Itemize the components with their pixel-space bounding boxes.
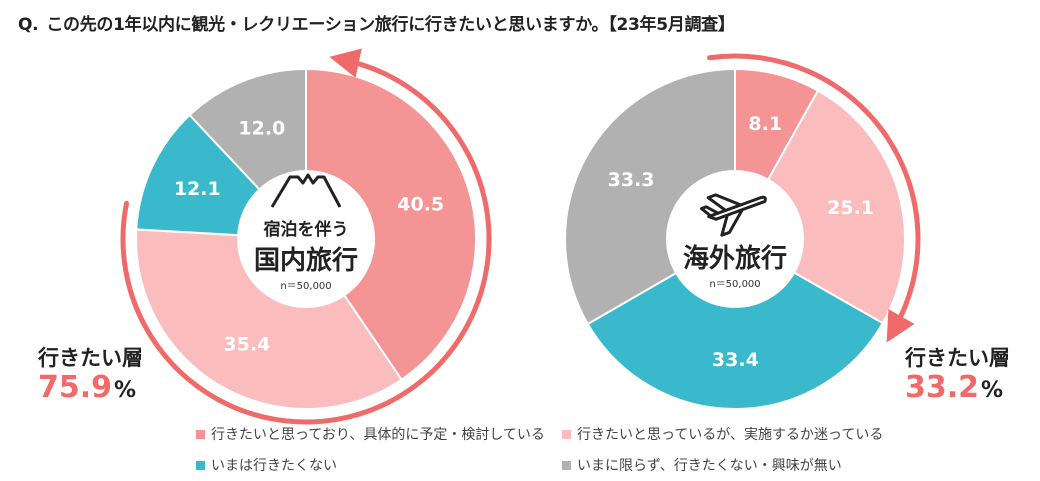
domestic-rate-unit: % <box>114 378 136 403</box>
legend-item-concrete: 行きたいと思っており、具体的に予定・検討している <box>196 424 545 444</box>
legend-item-never: いまに限らず、行きたくない・興味が無い <box>562 455 842 475</box>
legend-swatch-want-undecided <box>562 430 571 439</box>
overseas-travel-donut: 8.1 25.1 33.4 33.3 海外旅行 n＝50,000 <box>565 56 918 409</box>
sample-size: n＝50,000 <box>280 281 331 292</box>
sample-size: n＝50,000 <box>709 279 760 290</box>
domestic-rate-label: 行きたい層 <box>38 342 143 372</box>
slice-label-never: 33.3 <box>608 169 655 191</box>
legend-item-want-undecided: 行きたいと思っているが、実施するか迷っている <box>562 424 883 444</box>
legend-label-want-undecided: 行きたいと思っているが、実施するか迷っている <box>577 424 883 444</box>
overseas-rate-label: 行きたい層 <box>905 342 1010 372</box>
legend-swatch-never <box>562 461 571 470</box>
legend-label-not-now: いまは行きたくない <box>211 455 337 475</box>
overseas-rate-number: 33.2 <box>905 370 979 405</box>
slice-label-concrete: 8.1 <box>748 113 782 135</box>
slice-label-not-now: 12.1 <box>174 178 221 200</box>
slice-label-concrete: 40.5 <box>397 194 444 216</box>
center-subtitle: 宿泊を伴う <box>264 219 349 240</box>
legend-label-concrete: 行きたいと思っており、具体的に予定・検討している <box>211 424 545 444</box>
legend-item-not-now: いまは行きたくない <box>196 455 337 475</box>
legend-swatch-concrete <box>196 430 205 439</box>
overseas-rate-value: 33.2% <box>905 372 1010 404</box>
legend-label-never: いまに限らず、行きたくない・興味が無い <box>577 455 842 475</box>
legend-swatch-not-now <box>196 461 205 470</box>
domestic-rate-number: 75.9 <box>38 370 112 405</box>
slice-label-never: 12.0 <box>238 117 285 139</box>
slice-label-not-now: 33.4 <box>712 349 759 371</box>
domestic-rate-block: 行きたい層 75.9% <box>38 342 143 404</box>
slice-label-want-undecided: 35.4 <box>223 333 270 355</box>
center-title: 海外旅行 <box>683 243 787 274</box>
domestic-rate-value: 75.9% <box>38 372 143 404</box>
center-title: 国内旅行 <box>254 245 358 276</box>
slice-label-want-undecided: 25.1 <box>827 197 874 219</box>
overseas-rate-block: 行きたい層 33.2% <box>905 342 1010 404</box>
overseas-rate-unit: % <box>981 378 1003 403</box>
